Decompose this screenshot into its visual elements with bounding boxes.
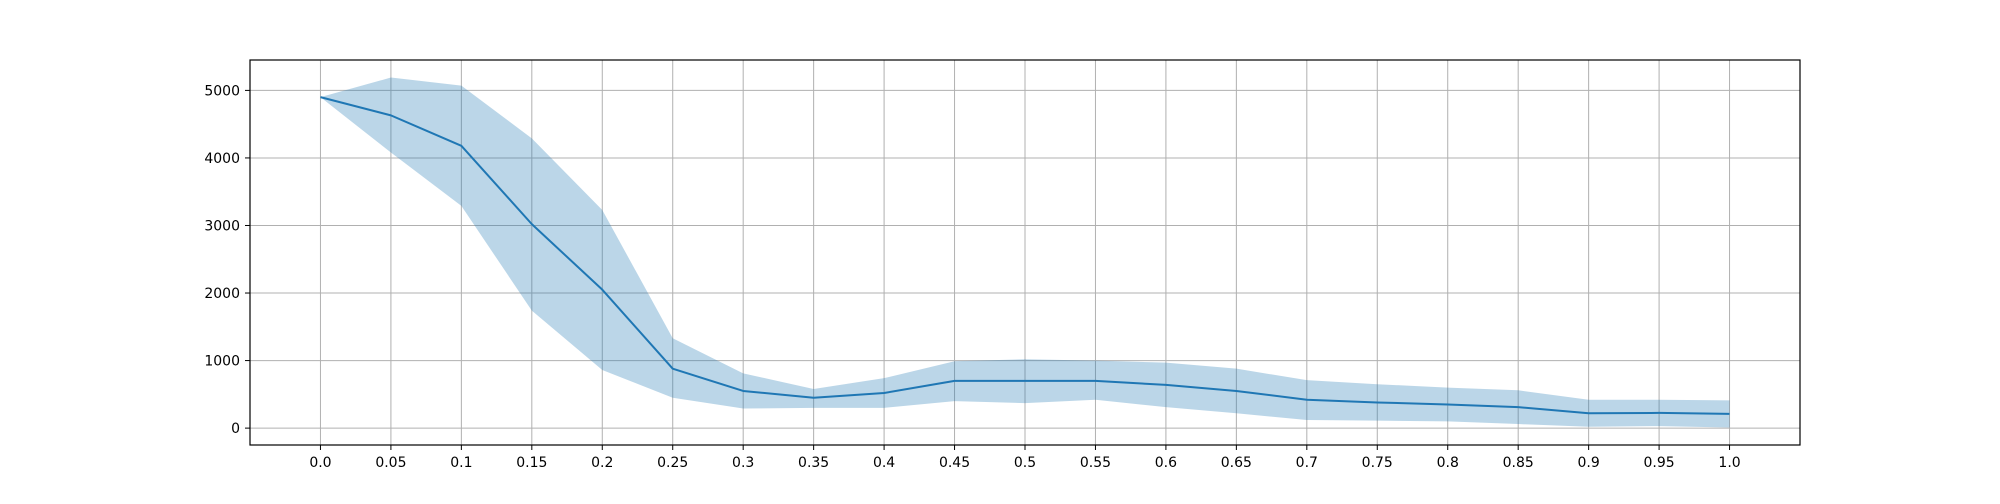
y-tick-label: 3000 [204, 218, 240, 234]
x-tick-label: 0.0 [309, 455, 331, 471]
x-tick-label: 0.4 [873, 455, 895, 471]
x-tick-label: 0.1 [450, 455, 472, 471]
y-tick-label: 2000 [204, 286, 240, 302]
x-tick-label: 0.8 [1437, 455, 1459, 471]
x-tick-label: 0.7 [1296, 455, 1318, 471]
x-tick-label: 0.85 [1503, 455, 1534, 471]
x-tick-label: 0.35 [798, 455, 829, 471]
y-tick-label: 4000 [204, 151, 240, 167]
y-tick-label: 5000 [204, 83, 240, 99]
x-tick-label: 0.3 [732, 455, 754, 471]
x-tick-label: 0.25 [657, 455, 688, 471]
x-tick-label: 0.5 [1014, 455, 1036, 471]
x-tick-label: 0.75 [1362, 455, 1393, 471]
x-tick-label: 1.0 [1718, 455, 1740, 471]
x-tick-label: 0.45 [939, 455, 970, 471]
x-tick-label: 0.55 [1080, 455, 1111, 471]
x-tick-label: 0.15 [516, 455, 547, 471]
x-tick-label: 0.05 [375, 455, 406, 471]
x-tick-label: 0.6 [1155, 455, 1177, 471]
x-tick-label: 0.2 [591, 455, 613, 471]
y-tick-label: 1000 [204, 354, 240, 370]
x-tick-label: 0.9 [1578, 455, 1600, 471]
x-tick-label: 0.65 [1221, 455, 1252, 471]
x-tick-label: 0.95 [1644, 455, 1675, 471]
y-tick-label: 0 [231, 421, 240, 437]
